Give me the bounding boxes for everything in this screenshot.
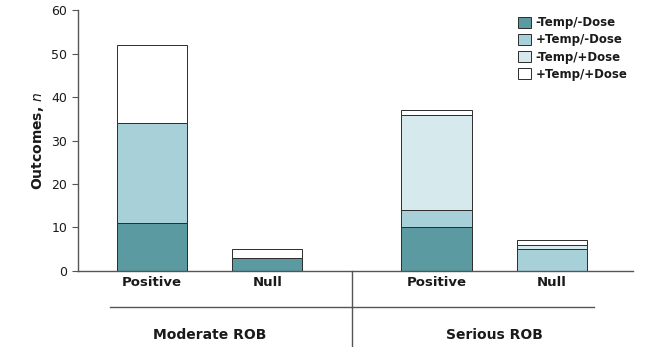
- Bar: [232, 257, 302, 271]
- Bar: [232, 249, 302, 257]
- Legend: -Temp/-Dose, +Temp/-Dose, -Temp/+Dose, +Temp/+Dose: -Temp/-Dose, +Temp/-Dose, -Temp/+Dose, +…: [517, 16, 627, 81]
- Bar: [401, 110, 472, 115]
- Bar: [517, 245, 587, 249]
- Bar: [401, 227, 472, 271]
- Bar: [517, 249, 587, 271]
- Bar: [401, 115, 472, 210]
- Text: Moderate ROB: Moderate ROB: [153, 328, 266, 342]
- Text: Serious ROB: Serious ROB: [446, 328, 543, 342]
- Bar: [401, 210, 472, 227]
- Bar: [517, 240, 587, 245]
- Bar: [117, 123, 187, 223]
- Bar: [117, 223, 187, 271]
- Y-axis label: Outcomes, $n$: Outcomes, $n$: [30, 92, 46, 189]
- Bar: [117, 45, 187, 123]
